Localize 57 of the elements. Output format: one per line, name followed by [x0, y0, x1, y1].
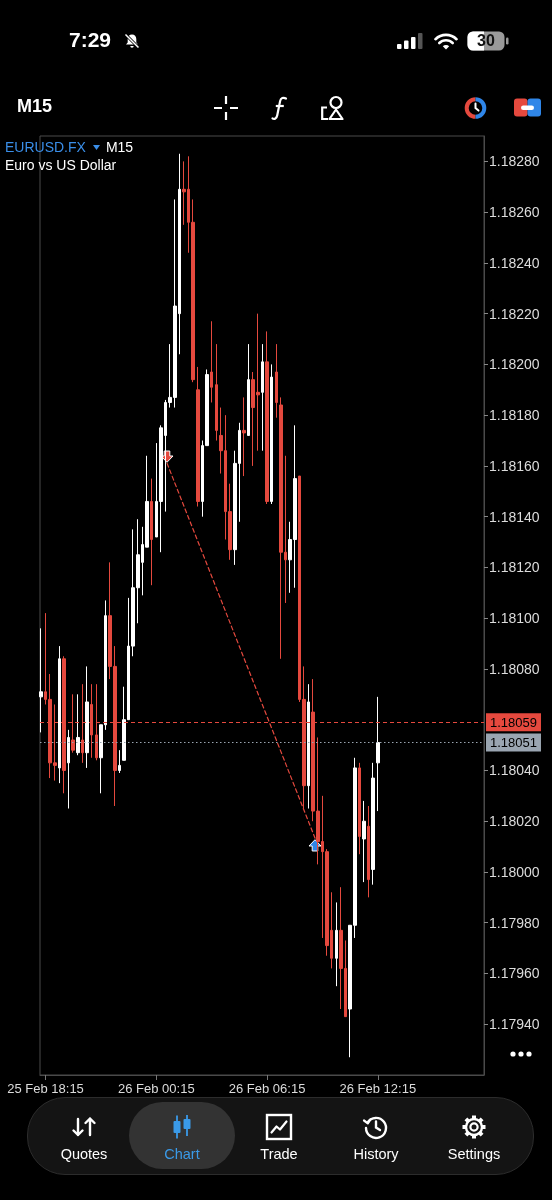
y-tick-label: 1.18140 [489, 508, 540, 525]
candlestick [76, 693, 80, 756]
candlestick [196, 366, 200, 508]
candlestick [67, 729, 70, 810]
candlestick [367, 805, 370, 898]
candlestick [376, 696, 380, 812]
candlestick [362, 800, 366, 883]
y-tick-label: 1.18160 [489, 457, 540, 474]
y-tick-label: 1.18280 [489, 153, 540, 170]
candlestick [270, 363, 273, 505]
y-tick-label: 1.18100 [489, 610, 540, 627]
candlestick [265, 330, 269, 505]
y-tick-label: 1.17940 [489, 1016, 540, 1033]
candlestick [261, 343, 264, 452]
candlestick [335, 901, 338, 987]
candlestick [358, 762, 361, 855]
y-tick-label: 1.18200 [489, 356, 540, 373]
candlestick [58, 645, 61, 784]
text: Euro vs US Dollar [5, 157, 117, 173]
y-tick-label: 1.18120 [489, 559, 540, 576]
annotation: M15 [105, 139, 134, 155]
x-tick-label: 26 Feb 00:15 [118, 1081, 195, 1096]
candlestick [150, 478, 153, 586]
text: 7:29 [69, 28, 112, 51]
candlestick [247, 343, 250, 436]
y-tick-label: 1.18240 [489, 254, 540, 271]
x-tick-label: 26 Feb 12:15 [339, 1081, 417, 1096]
text: Chart [163, 1146, 201, 1162]
candlestick [215, 343, 218, 442]
text: M15 [17, 96, 53, 116]
y-tick-label: 1.17980 [489, 914, 540, 931]
chart-title: EURUSD.FX [5, 139, 86, 155]
y-tick-label: 1.18040 [489, 762, 540, 779]
y-tick-label: 1.18260 [489, 204, 540, 221]
text: Trade [259, 1146, 299, 1162]
text: Settings [446, 1146, 502, 1162]
text: Quotes [59, 1146, 109, 1162]
ref-line-label: 1.18051 [490, 735, 537, 751]
candlestick [307, 683, 310, 810]
x-tick-label: 26 Feb 06:15 [228, 1081, 306, 1096]
y-tick-label: 1.18180 [489, 407, 540, 424]
y-tick-label: 1.18080 [489, 660, 540, 677]
text: History [352, 1146, 400, 1162]
candlestick [85, 665, 89, 769]
candlestick [118, 749, 121, 774]
candlestick [39, 627, 43, 733]
candlestick [242, 396, 246, 477]
y-tick-label: 1.18000 [489, 863, 540, 880]
candlestick [210, 320, 213, 403]
candlestick [371, 762, 375, 886]
y-tick-label: 1.17960 [489, 965, 540, 982]
candlestick [279, 396, 283, 660]
y-tick-label: 1.18020 [489, 813, 540, 830]
x-tick-label: 25 Feb 18:15 [7, 1081, 84, 1096]
candlestick [275, 343, 278, 419]
ref-line-label: 1.18059 [490, 714, 537, 730]
y-tick-label: 1.18220 [489, 305, 540, 322]
